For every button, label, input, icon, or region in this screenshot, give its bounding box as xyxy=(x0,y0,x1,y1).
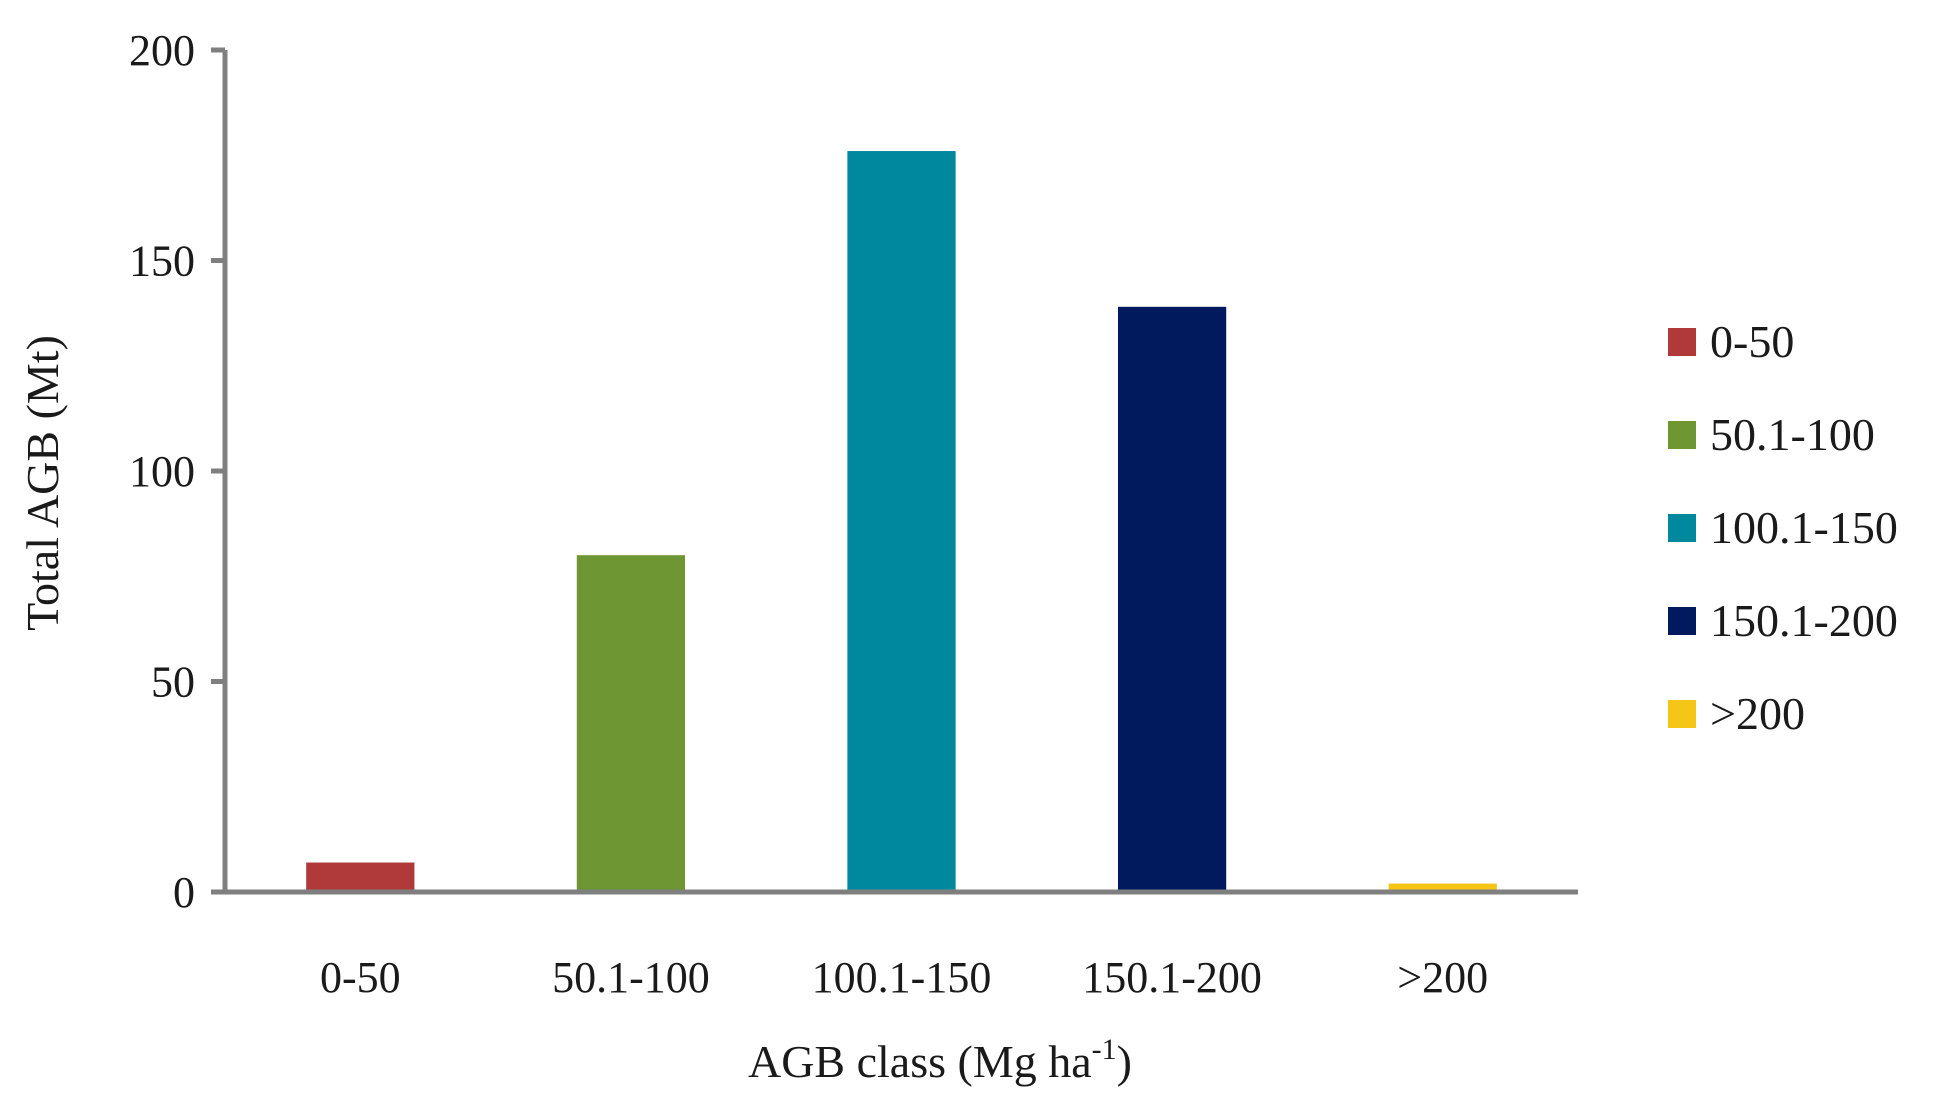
x-tick-label: 0-50 xyxy=(320,953,401,1002)
legend-label: 150.1-200 xyxy=(1710,595,1898,646)
legend-label: 50.1-100 xyxy=(1710,409,1875,460)
y-tick-label: 50 xyxy=(151,658,195,707)
y-tick-label: 100 xyxy=(129,447,195,496)
legend-swatch xyxy=(1668,328,1696,356)
legend-label: 100.1-150 xyxy=(1710,502,1898,553)
legend-swatch xyxy=(1668,421,1696,449)
x-axis-tick-labels: 0-50 50.1-100 100.1-150 150.1-200 >200 xyxy=(320,953,1488,1002)
legend-swatch xyxy=(1668,700,1696,728)
x-axis-title-suffix: ) xyxy=(1117,1036,1132,1087)
y-tick-label: 0 xyxy=(173,868,195,917)
y-axis-title: Total AGB (Mt) xyxy=(17,335,68,631)
x-axis-title: AGB class (Mg ha-1) xyxy=(748,1033,1132,1087)
legend-swatch xyxy=(1668,514,1696,542)
legend: 0-50 50.1-100 100.1-150 150.1-200 >200 xyxy=(1668,316,1898,739)
y-tick-label: 150 xyxy=(129,237,195,286)
y-tick-label: 200 xyxy=(129,26,195,75)
x-tick-label: 100.1-150 xyxy=(812,953,992,1002)
x-axis-title-main: AGB class (Mg ha xyxy=(748,1036,1092,1087)
bar xyxy=(576,555,686,892)
bar xyxy=(1117,306,1227,892)
bars xyxy=(306,151,1497,893)
legend-label: >200 xyxy=(1710,688,1805,739)
x-tick-label: >200 xyxy=(1397,953,1488,1002)
legend-swatch xyxy=(1668,607,1696,635)
bar xyxy=(306,862,415,892)
legend-label: 0-50 xyxy=(1710,316,1794,367)
x-tick-label: 150.1-200 xyxy=(1082,953,1262,1002)
bar xyxy=(847,151,956,893)
x-axis-title-superscript: -1 xyxy=(1092,1033,1117,1066)
bar xyxy=(1388,883,1497,892)
x-tick-label: 50.1-100 xyxy=(552,953,710,1002)
y-axis-ticks: 0 50 100 150 200 xyxy=(129,26,225,917)
